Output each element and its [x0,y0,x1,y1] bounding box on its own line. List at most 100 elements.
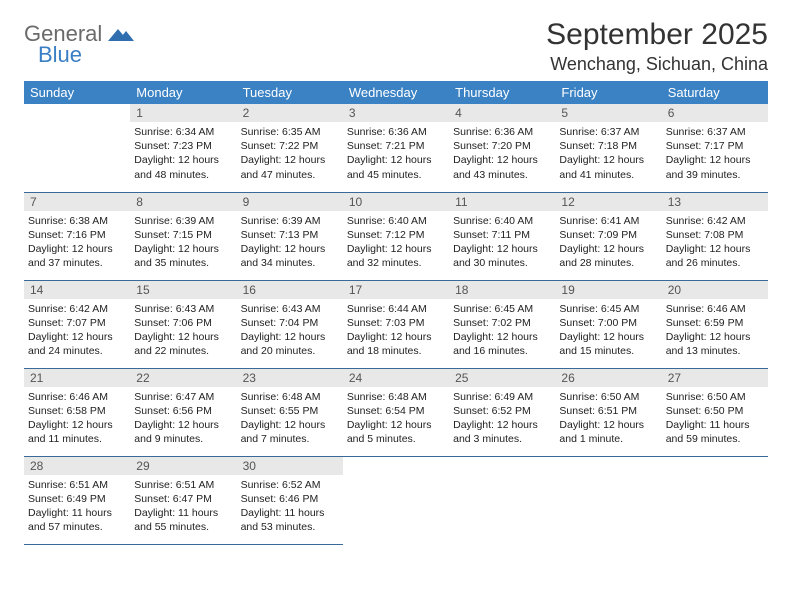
calendar-day-cell: 8Sunrise: 6:39 AMSunset: 7:15 PMDaylight… [130,192,236,280]
sunset-line: Sunset: 7:21 PM [347,139,445,153]
calendar-day-cell: 15Sunrise: 6:43 AMSunset: 7:06 PMDayligh… [130,280,236,368]
daylight-line: Daylight: 12 hours and 5 minutes. [347,418,445,446]
daylight-line: Daylight: 12 hours and 1 minute. [559,418,657,446]
calendar-day-cell: 19Sunrise: 6:45 AMSunset: 7:00 PMDayligh… [555,280,661,368]
day-details: Sunrise: 6:50 AMSunset: 6:51 PMDaylight:… [555,387,661,451]
daylight-line: Daylight: 12 hours and 18 minutes. [347,330,445,358]
daylight-line: Daylight: 12 hours and 7 minutes. [241,418,339,446]
day-details: Sunrise: 6:35 AMSunset: 7:22 PMDaylight:… [237,122,343,186]
sunset-line: Sunset: 7:02 PM [453,316,551,330]
day-number: 13 [662,193,768,211]
day-number: 6 [662,104,768,122]
day-number: 12 [555,193,661,211]
daylight-line: Daylight: 12 hours and 35 minutes. [134,242,232,270]
sunset-line: Sunset: 6:52 PM [453,404,551,418]
sunrise-line: Sunrise: 6:51 AM [134,478,232,492]
daylight-line: Daylight: 12 hours and 28 minutes. [559,242,657,270]
sunset-line: Sunset: 7:11 PM [453,228,551,242]
sunrise-line: Sunrise: 6:43 AM [134,302,232,316]
sunset-line: Sunset: 6:51 PM [559,404,657,418]
day-number: 20 [662,281,768,299]
calendar-day-cell: 16Sunrise: 6:43 AMSunset: 7:04 PMDayligh… [237,280,343,368]
sunrise-line: Sunrise: 6:52 AM [241,478,339,492]
calendar-row: 21Sunrise: 6:46 AMSunset: 6:58 PMDayligh… [24,368,768,456]
day-number: 8 [130,193,236,211]
day-details: Sunrise: 6:42 AMSunset: 7:08 PMDaylight:… [662,211,768,275]
day-number: 19 [555,281,661,299]
sunrise-line: Sunrise: 6:42 AM [28,302,126,316]
calendar-day-cell: 7Sunrise: 6:38 AMSunset: 7:16 PMDaylight… [24,192,130,280]
calendar-day-cell: 13Sunrise: 6:42 AMSunset: 7:08 PMDayligh… [662,192,768,280]
weekday-header: Thursday [449,81,555,104]
calendar-header-row: SundayMondayTuesdayWednesdayThursdayFrid… [24,81,768,104]
sunset-line: Sunset: 7:17 PM [666,139,764,153]
calendar-day-cell: 14Sunrise: 6:42 AMSunset: 7:07 PMDayligh… [24,280,130,368]
day-details: Sunrise: 6:40 AMSunset: 7:12 PMDaylight:… [343,211,449,275]
sunrise-line: Sunrise: 6:45 AM [559,302,657,316]
sunset-line: Sunset: 7:03 PM [347,316,445,330]
sunrise-line: Sunrise: 6:43 AM [241,302,339,316]
sunrise-line: Sunrise: 6:40 AM [453,214,551,228]
day-details: Sunrise: 6:41 AMSunset: 7:09 PMDaylight:… [555,211,661,275]
sunset-line: Sunset: 7:12 PM [347,228,445,242]
sunrise-line: Sunrise: 6:45 AM [453,302,551,316]
sunset-line: Sunset: 6:59 PM [666,316,764,330]
day-number: 15 [130,281,236,299]
calendar-day-cell: 12Sunrise: 6:41 AMSunset: 7:09 PMDayligh… [555,192,661,280]
day-details: Sunrise: 6:51 AMSunset: 6:47 PMDaylight:… [130,475,236,539]
daylight-line: Daylight: 12 hours and 43 minutes. [453,153,551,181]
sunrise-line: Sunrise: 6:51 AM [28,478,126,492]
sunrise-line: Sunrise: 6:50 AM [666,390,764,404]
day-number: 25 [449,369,555,387]
calendar-empty-cell [449,456,555,544]
calendar-day-cell: 25Sunrise: 6:49 AMSunset: 6:52 PMDayligh… [449,368,555,456]
calendar-day-cell: 9Sunrise: 6:39 AMSunset: 7:13 PMDaylight… [237,192,343,280]
calendar-row: 1Sunrise: 6:34 AMSunset: 7:23 PMDaylight… [24,104,768,192]
day-number: 11 [449,193,555,211]
sunrise-line: Sunrise: 6:41 AM [559,214,657,228]
day-details: Sunrise: 6:43 AMSunset: 7:04 PMDaylight:… [237,299,343,363]
title-block: September 2025 Wenchang, Sichuan, China [546,18,768,75]
daylight-line: Daylight: 12 hours and 13 minutes. [666,330,764,358]
day-number: 21 [24,369,130,387]
day-number: 2 [237,104,343,122]
day-number: 23 [237,369,343,387]
day-number: 29 [130,457,236,475]
calendar-row: 14Sunrise: 6:42 AMSunset: 7:07 PMDayligh… [24,280,768,368]
day-details: Sunrise: 6:43 AMSunset: 7:06 PMDaylight:… [130,299,236,363]
sunrise-line: Sunrise: 6:39 AM [241,214,339,228]
calendar-day-cell: 18Sunrise: 6:45 AMSunset: 7:02 PMDayligh… [449,280,555,368]
day-number: 22 [130,369,236,387]
calendar-row: 28Sunrise: 6:51 AMSunset: 6:49 PMDayligh… [24,456,768,544]
day-number: 24 [343,369,449,387]
daylight-line: Daylight: 12 hours and 9 minutes. [134,418,232,446]
daylight-line: Daylight: 12 hours and 30 minutes. [453,242,551,270]
weekday-header: Sunday [24,81,130,104]
sunset-line: Sunset: 7:09 PM [559,228,657,242]
day-number: 1 [130,104,236,122]
day-details: Sunrise: 6:39 AMSunset: 7:15 PMDaylight:… [130,211,236,275]
daylight-line: Daylight: 12 hours and 3 minutes. [453,418,551,446]
sunrise-line: Sunrise: 6:36 AM [453,125,551,139]
sunrise-line: Sunrise: 6:47 AM [134,390,232,404]
sunrise-line: Sunrise: 6:42 AM [666,214,764,228]
weekday-header: Saturday [662,81,768,104]
sunrise-line: Sunrise: 6:34 AM [134,125,232,139]
day-details: Sunrise: 6:36 AMSunset: 7:21 PMDaylight:… [343,122,449,186]
calendar-day-cell: 28Sunrise: 6:51 AMSunset: 6:49 PMDayligh… [24,456,130,544]
sunrise-line: Sunrise: 6:50 AM [559,390,657,404]
day-details: Sunrise: 6:47 AMSunset: 6:56 PMDaylight:… [130,387,236,451]
daylight-line: Daylight: 12 hours and 16 minutes. [453,330,551,358]
day-number: 14 [24,281,130,299]
calendar-day-cell: 29Sunrise: 6:51 AMSunset: 6:47 PMDayligh… [130,456,236,544]
logo-word-blue: Blue [38,45,134,66]
calendar-day-cell: 3Sunrise: 6:36 AMSunset: 7:21 PMDaylight… [343,104,449,192]
daylight-line: Daylight: 11 hours and 53 minutes. [241,506,339,534]
daylight-line: Daylight: 12 hours and 39 minutes. [666,153,764,181]
sunset-line: Sunset: 7:15 PM [134,228,232,242]
calendar-empty-cell [555,456,661,544]
day-number: 16 [237,281,343,299]
sunrise-line: Sunrise: 6:35 AM [241,125,339,139]
sunrise-line: Sunrise: 6:48 AM [347,390,445,404]
calendar-day-cell: 2Sunrise: 6:35 AMSunset: 7:22 PMDaylight… [237,104,343,192]
